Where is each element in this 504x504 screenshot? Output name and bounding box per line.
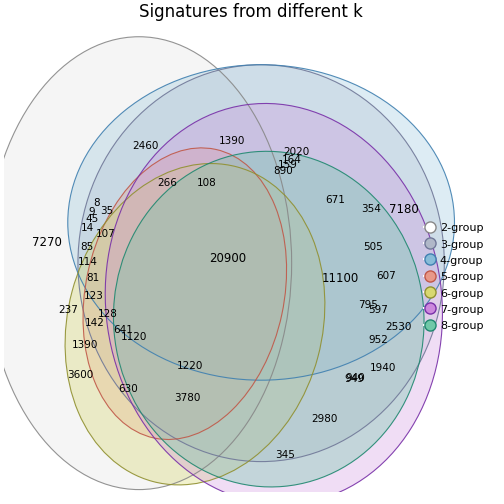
Text: 114: 114 — [78, 257, 98, 267]
Ellipse shape — [65, 163, 325, 485]
Text: 949: 949 — [344, 374, 364, 384]
Text: 2980: 2980 — [311, 414, 338, 424]
Text: 45: 45 — [85, 214, 98, 224]
Text: 890: 890 — [273, 165, 293, 175]
Text: 1940: 1940 — [370, 363, 397, 373]
Text: 1390: 1390 — [219, 136, 245, 146]
Text: 8: 8 — [93, 198, 100, 208]
Text: 142: 142 — [85, 318, 105, 328]
Text: 1120: 1120 — [121, 332, 147, 342]
Text: 11100: 11100 — [322, 272, 359, 285]
Text: 2530: 2530 — [386, 322, 412, 332]
Text: 1390: 1390 — [72, 340, 98, 350]
Text: 123: 123 — [84, 291, 104, 301]
Title: Signatures from different k: Signatures from different k — [139, 3, 363, 21]
Text: 630: 630 — [118, 384, 138, 394]
Ellipse shape — [113, 151, 424, 487]
Text: 108: 108 — [197, 178, 217, 188]
Text: 7180: 7180 — [389, 203, 418, 216]
Text: 597: 597 — [368, 305, 388, 316]
Text: 795: 795 — [358, 300, 378, 310]
Ellipse shape — [68, 65, 455, 380]
Text: 9: 9 — [88, 207, 95, 217]
Text: 345: 345 — [275, 451, 295, 461]
Ellipse shape — [78, 65, 445, 462]
Text: 164: 164 — [282, 155, 302, 165]
Text: 641: 641 — [113, 325, 133, 335]
Text: 2020: 2020 — [284, 147, 310, 157]
Text: 128: 128 — [97, 309, 117, 319]
Text: 35: 35 — [100, 206, 113, 216]
Text: 266: 266 — [157, 178, 177, 188]
Ellipse shape — [83, 148, 287, 439]
Text: 237: 237 — [58, 305, 78, 315]
Text: 354: 354 — [361, 204, 382, 214]
Text: 1220: 1220 — [177, 361, 203, 371]
Text: 3600: 3600 — [68, 370, 94, 380]
Text: 505: 505 — [363, 242, 383, 252]
Text: 159: 159 — [278, 160, 297, 170]
Text: 3780: 3780 — [174, 393, 201, 403]
Text: 81: 81 — [87, 274, 100, 283]
Text: 607: 607 — [376, 271, 396, 281]
Ellipse shape — [105, 103, 443, 504]
Text: 671: 671 — [325, 195, 345, 205]
Text: 952: 952 — [368, 336, 388, 346]
Text: 940: 940 — [345, 372, 365, 383]
Text: 107: 107 — [96, 229, 116, 239]
Legend: 2-group, 3-group, 4-group, 5-group, 6-group, 7-group, 8-group: 2-group, 3-group, 4-group, 5-group, 6-gr… — [424, 222, 483, 331]
Ellipse shape — [0, 37, 292, 489]
Text: 85: 85 — [81, 242, 94, 252]
Text: 14: 14 — [81, 223, 94, 232]
Text: 20900: 20900 — [210, 251, 246, 265]
Text: 2460: 2460 — [133, 141, 159, 151]
Text: 7270: 7270 — [32, 236, 62, 249]
